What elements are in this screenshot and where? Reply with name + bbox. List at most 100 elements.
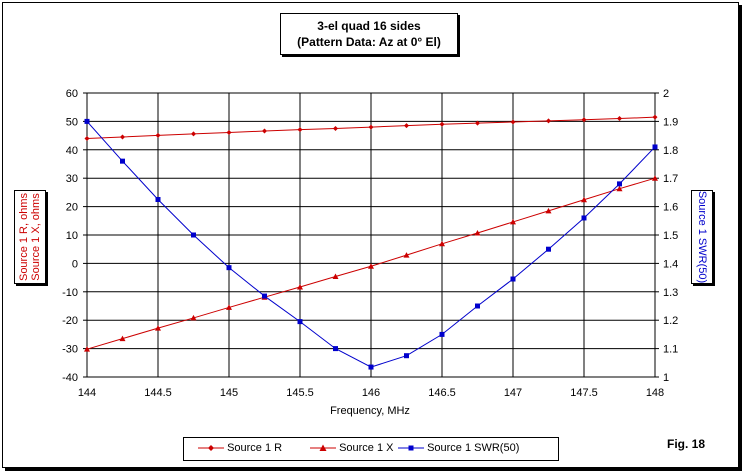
data-point-swr xyxy=(297,319,303,325)
data-point-r xyxy=(120,134,125,140)
data-point-r xyxy=(155,132,161,138)
data-point-r xyxy=(439,121,445,127)
data-point-r xyxy=(333,126,338,131)
legend-marker-triangle-icon xyxy=(310,444,336,452)
x-tick-label: 147.5 xyxy=(570,387,598,399)
y-axis-left-label-line1: Source 1 R, ohms xyxy=(18,192,30,282)
legend-item-swr: Source 1 SWR(50) xyxy=(398,442,519,454)
data-point-r xyxy=(581,117,587,123)
data-point-r xyxy=(368,124,374,130)
y-right-tick-label: 1.7 xyxy=(663,173,678,185)
data-point-swr xyxy=(120,158,125,164)
y-left-tick-label: 10 xyxy=(66,230,78,242)
data-point-x xyxy=(226,304,232,310)
y-left-tick-label: -20 xyxy=(62,315,78,327)
y-right-tick-label: 1.8 xyxy=(663,145,678,157)
data-point-r xyxy=(617,116,622,122)
data-point-x xyxy=(190,314,197,321)
y-left-tick-label: 40 xyxy=(66,145,78,157)
data-point-r xyxy=(546,118,551,124)
data-point-swr xyxy=(155,197,161,202)
data-point-r xyxy=(297,127,303,133)
y-left-tick-label: -10 xyxy=(62,287,78,299)
y-right-tick-label: 1.3 xyxy=(663,287,678,299)
data-point-r xyxy=(262,128,267,134)
data-point-x xyxy=(581,196,587,203)
data-point-swr xyxy=(84,118,90,124)
y-left-tick-label: 60 xyxy=(66,88,78,100)
data-point-x xyxy=(403,252,410,258)
axes: 144 144.5 145 145.5 146 146.5 147 147.5 148 60 2 50… xyxy=(62,88,678,399)
y-right-tick-label: 2 xyxy=(663,88,669,100)
data-point-x xyxy=(84,346,90,352)
data-point-x xyxy=(545,207,552,214)
x-tick-label: 144 xyxy=(78,387,96,399)
data-point-swr xyxy=(262,293,267,299)
legend: Source 1 R Source 1 X Source 1 SWR(50) xyxy=(183,437,559,461)
y-left-tick-label: 30 xyxy=(66,173,78,185)
data-point-x xyxy=(439,240,445,247)
data-point-swr xyxy=(404,353,409,359)
data-point-swr xyxy=(617,181,622,187)
legend-label-swr: Source 1 SWR(50) xyxy=(427,442,520,454)
data-point-swr xyxy=(652,144,658,150)
data-point-x xyxy=(297,283,303,290)
data-point-x xyxy=(119,335,126,342)
legend-item-x: Source 1 X xyxy=(310,442,393,454)
y-axis-right-label-text: Source 1 SWR(50) xyxy=(696,190,708,284)
grid xyxy=(86,92,656,378)
y-right-tick-label: 1.5 xyxy=(663,230,678,242)
data-point-swr xyxy=(368,364,374,370)
data-point-swr xyxy=(546,246,551,252)
y-right-tick-label: 1.2 xyxy=(663,315,678,327)
x-tick-label: 145.5 xyxy=(286,387,314,399)
y-right-tick-label: 1.9 xyxy=(663,116,678,128)
chart-title-line2: (Pattern Data: Az at 0° El) xyxy=(297,35,441,49)
y-right-tick-label: 1.4 xyxy=(663,258,678,270)
legend-item-r: Source 1 R xyxy=(198,442,282,454)
data-point-swr xyxy=(581,215,587,221)
x-tick-label: 144.5 xyxy=(144,387,172,399)
series-lines xyxy=(84,114,658,370)
y-left-tick-label: 20 xyxy=(66,202,78,214)
y-right-tick-label: 1.1 xyxy=(663,344,678,356)
y-left-tick-label: -40 xyxy=(62,372,78,384)
chart-title-line1: 3-el quad 16 sides xyxy=(317,19,421,33)
x-tick-label: 146.5 xyxy=(428,387,456,399)
data-point-x xyxy=(652,175,658,181)
data-point-r xyxy=(226,129,232,135)
y-left-tick-label: 0 xyxy=(72,258,78,270)
legend-label-r: Source 1 R xyxy=(227,442,283,454)
data-point-x xyxy=(155,325,161,331)
data-point-swr xyxy=(475,303,480,309)
legend-label-x: Source 1 X xyxy=(339,442,394,454)
y-axis-left-label: Source 1 R, ohms Source 1 X, ohms xyxy=(14,190,46,284)
data-point-x xyxy=(510,218,516,225)
data-point-r xyxy=(404,123,409,129)
y-right-tick-label: 1 xyxy=(663,372,669,384)
x-tick-label: 147 xyxy=(504,387,522,399)
y-left-tick-label: 50 xyxy=(66,116,78,128)
data-point-swr xyxy=(226,265,232,271)
legend-marker-square-icon xyxy=(398,445,424,451)
x-tick-label: 146 xyxy=(362,387,380,399)
data-point-swr xyxy=(510,276,516,282)
data-point-r xyxy=(84,135,90,141)
data-point-swr xyxy=(333,346,338,352)
data-point-r xyxy=(510,119,516,125)
plot-border xyxy=(86,92,656,378)
data-point-swr xyxy=(191,232,196,238)
y-right-tick-label: 1.6 xyxy=(663,202,678,214)
x-tick-label: 145 xyxy=(220,387,238,399)
data-point-r xyxy=(475,120,480,126)
y-axis-right-label: Source 1 SWR(50) xyxy=(691,190,713,284)
y-axis-left-label-line2: Source 1 X, ohms xyxy=(30,193,42,281)
data-point-swr xyxy=(439,331,445,337)
data-point-x xyxy=(474,230,481,236)
x-tick-label: 148 xyxy=(646,387,664,399)
data-point-r xyxy=(652,114,658,120)
data-point-x xyxy=(368,263,374,269)
chart-title: 3-el quad 16 sides (Pattern Data: Az at … xyxy=(280,13,458,55)
x-axis-label: Frequency, MHz xyxy=(330,405,410,417)
